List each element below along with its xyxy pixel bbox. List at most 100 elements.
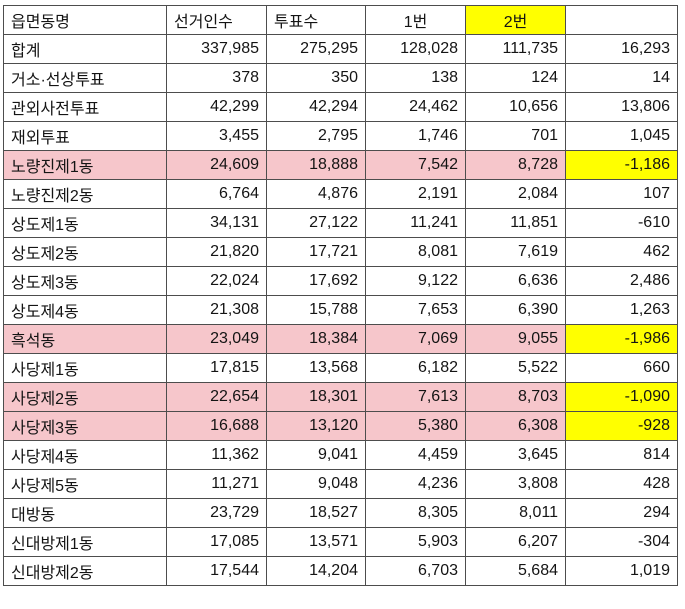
district-cell[interactable]: 노량진제2동 [3, 179, 167, 209]
diff-cell[interactable]: 428 [565, 469, 678, 499]
value-cell[interactable]: 34,131 [166, 208, 267, 238]
value-cell[interactable]: 42,299 [166, 92, 267, 122]
col-header-electors[interactable]: 선거인수 [166, 5, 267, 35]
value-cell[interactable]: 5,380 [365, 411, 466, 441]
value-cell[interactable]: 4,876 [266, 179, 366, 209]
value-cell[interactable]: 11,241 [365, 208, 466, 238]
value-cell[interactable]: 11,271 [166, 469, 267, 499]
value-cell[interactable]: 9,041 [266, 440, 366, 470]
value-cell[interactable]: 378 [166, 63, 267, 93]
value-cell[interactable]: 138 [365, 63, 466, 93]
value-cell[interactable]: 9,122 [365, 266, 466, 296]
value-cell[interactable]: 6,703 [365, 556, 466, 586]
district-cell[interactable]: 신대방제2동 [3, 556, 167, 586]
value-cell[interactable]: 2,795 [266, 121, 366, 151]
value-cell[interactable]: 11,851 [465, 208, 566, 238]
value-cell[interactable]: 8,728 [465, 150, 566, 180]
diff-cell[interactable]: 2,486 [565, 266, 678, 296]
district-cell[interactable]: 사당제2동 [3, 382, 167, 412]
district-cell[interactable]: 상도제3동 [3, 266, 167, 296]
value-cell[interactable]: 5,684 [465, 556, 566, 586]
value-cell[interactable]: 18,384 [266, 324, 366, 354]
value-cell[interactable]: 22,024 [166, 266, 267, 296]
value-cell[interactable]: 18,888 [266, 150, 366, 180]
diff-cell[interactable]: 462 [565, 237, 678, 267]
value-cell[interactable]: 3,455 [166, 121, 267, 151]
diff-cell[interactable]: 294 [565, 498, 678, 528]
value-cell[interactable]: 1,746 [365, 121, 466, 151]
district-cell[interactable]: 흑석동 [3, 324, 167, 354]
district-cell[interactable]: 사당제1동 [3, 353, 167, 383]
value-cell[interactable]: 9,048 [266, 469, 366, 499]
value-cell[interactable]: 9,055 [465, 324, 566, 354]
value-cell[interactable]: 17,721 [266, 237, 366, 267]
district-cell[interactable]: 합계 [3, 34, 167, 64]
value-cell[interactable]: 24,462 [365, 92, 466, 122]
value-cell[interactable]: 42,294 [266, 92, 366, 122]
value-cell[interactable]: 3,808 [465, 469, 566, 499]
value-cell[interactable]: 13,120 [266, 411, 366, 441]
value-cell[interactable]: 6,308 [465, 411, 566, 441]
diff-cell[interactable]: -928 [565, 411, 678, 441]
value-cell[interactable]: 22,654 [166, 382, 267, 412]
district-cell[interactable]: 사당제4동 [3, 440, 167, 470]
value-cell[interactable]: 11,362 [166, 440, 267, 470]
value-cell[interactable]: 18,301 [266, 382, 366, 412]
value-cell[interactable]: 17,544 [166, 556, 267, 586]
district-cell[interactable]: 재외투표 [3, 121, 167, 151]
value-cell[interactable]: 6,764 [166, 179, 267, 209]
value-cell[interactable]: 6,207 [465, 527, 566, 557]
value-cell[interactable]: 7,613 [365, 382, 466, 412]
col-header-candidate1[interactable]: 1번 [365, 5, 466, 35]
value-cell[interactable]: 24,609 [166, 150, 267, 180]
diff-cell[interactable]: 13,806 [565, 92, 678, 122]
value-cell[interactable]: 17,692 [266, 266, 366, 296]
value-cell[interactable]: 6,390 [465, 295, 566, 325]
col-header-diff[interactable] [565, 5, 678, 35]
value-cell[interactable]: 21,820 [166, 237, 267, 267]
district-cell[interactable]: 노량진제1동 [3, 150, 167, 180]
diff-cell[interactable]: -304 [565, 527, 678, 557]
value-cell[interactable]: 7,542 [365, 150, 466, 180]
diff-cell[interactable]: -1,186 [565, 150, 678, 180]
value-cell[interactable]: 337,985 [166, 34, 267, 64]
diff-cell[interactable]: 1,045 [565, 121, 678, 151]
value-cell[interactable]: 6,182 [365, 353, 466, 383]
district-cell[interactable]: 상도제4동 [3, 295, 167, 325]
value-cell[interactable]: 15,788 [266, 295, 366, 325]
diff-cell[interactable]: -1,986 [565, 324, 678, 354]
diff-cell[interactable]: 660 [565, 353, 678, 383]
value-cell[interactable]: 8,011 [465, 498, 566, 528]
value-cell[interactable]: 16,688 [166, 411, 267, 441]
diff-cell[interactable]: 107 [565, 179, 678, 209]
value-cell[interactable]: 23,049 [166, 324, 267, 354]
value-cell[interactable]: 2,084 [465, 179, 566, 209]
diff-cell[interactable]: 1,019 [565, 556, 678, 586]
value-cell[interactable]: 17,085 [166, 527, 267, 557]
value-cell[interactable]: 13,571 [266, 527, 366, 557]
col-header-candidate2[interactable]: 2번 [465, 5, 566, 35]
value-cell[interactable]: 23,729 [166, 498, 267, 528]
diff-cell[interactable]: 14 [565, 63, 678, 93]
district-cell[interactable]: 사당제5동 [3, 469, 167, 499]
district-cell[interactable]: 상도제1동 [3, 208, 167, 238]
district-cell[interactable]: 사당제3동 [3, 411, 167, 441]
value-cell[interactable]: 10,656 [465, 92, 566, 122]
value-cell[interactable]: 6,636 [465, 266, 566, 296]
value-cell[interactable]: 8,703 [465, 382, 566, 412]
value-cell[interactable]: 7,069 [365, 324, 466, 354]
value-cell[interactable]: 4,236 [365, 469, 466, 499]
district-cell[interactable]: 거소·선상투표 [3, 63, 167, 93]
diff-cell[interactable]: 16,293 [565, 34, 678, 64]
value-cell[interactable]: 7,653 [365, 295, 466, 325]
diff-cell[interactable]: 1,263 [565, 295, 678, 325]
value-cell[interactable]: 7,619 [465, 237, 566, 267]
value-cell[interactable]: 13,568 [266, 353, 366, 383]
value-cell[interactable]: 111,735 [465, 34, 566, 64]
value-cell[interactable]: 3,645 [465, 440, 566, 470]
col-header-district[interactable]: 읍면동명 [3, 5, 167, 35]
value-cell[interactable]: 5,522 [465, 353, 566, 383]
district-cell[interactable]: 상도제2동 [3, 237, 167, 267]
diff-cell[interactable]: -1,090 [565, 382, 678, 412]
district-cell[interactable]: 관외사전투표 [3, 92, 167, 122]
